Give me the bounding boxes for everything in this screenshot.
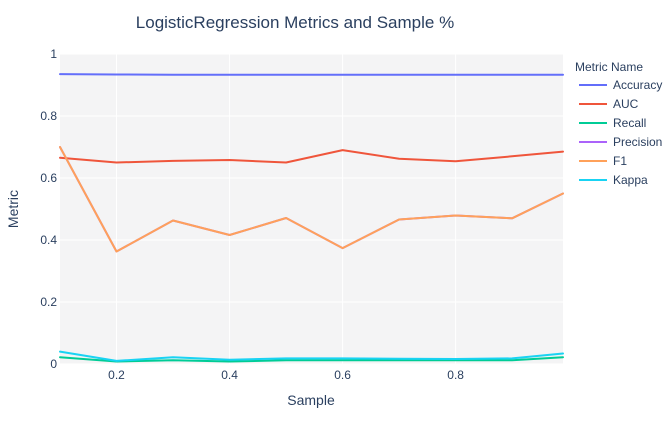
- x-tick-label: 0.8: [447, 368, 464, 382]
- legend-label: Precision: [613, 135, 662, 149]
- y-axis-ticks: 0 0.2 0.4 0.6 0.8 1: [40, 47, 57, 371]
- y-tick-label: 0: [50, 357, 57, 371]
- grid-lines: [60, 53, 563, 365]
- legend-label: Accuracy: [613, 78, 662, 92]
- legend: Metric Name Accuracy AUC Recall Precision F1…: [575, 60, 662, 187]
- legend-label: AUC: [613, 97, 639, 111]
- series-line-accuracy[interactable]: [59, 73, 564, 76]
- legend-title: Metric Name: [575, 60, 643, 74]
- x-tick-label: 0.4: [221, 368, 238, 382]
- legend-label: Recall: [613, 116, 646, 130]
- x-tick-label: 0.6: [334, 368, 351, 382]
- series-line-auc[interactable]: [59, 149, 564, 164]
- legend-item-auc[interactable]: AUC: [579, 97, 639, 111]
- series-line-kappa[interactable]: [59, 350, 564, 362]
- legend-label: Kappa: [613, 173, 648, 187]
- legend-item-precision[interactable]: Precision: [579, 135, 662, 149]
- y-tick-label: 0.2: [40, 295, 57, 309]
- legend-items: Accuracy AUC Recall Precision F1 Kappa: [579, 78, 662, 187]
- legend-item-kappa[interactable]: Kappa: [579, 173, 648, 187]
- y-axis-title: Metric: [5, 190, 21, 228]
- chart-title: LogisticRegression Metrics and Sample %: [136, 13, 454, 32]
- plot-area: [60, 54, 563, 364]
- series-line-f1[interactable]: [59, 146, 564, 253]
- x-tick-label: 0.2: [108, 368, 125, 382]
- legend-label: F1: [613, 154, 627, 168]
- y-tick-label: 0.8: [40, 109, 57, 123]
- legend-item-accuracy[interactable]: Accuracy: [579, 78, 662, 92]
- legend-item-f1[interactable]: F1: [579, 154, 627, 168]
- x-axis-title: Sample: [287, 392, 335, 408]
- y-tick-label: 1: [50, 47, 57, 61]
- series-line-recall[interactable]: [59, 356, 564, 363]
- legend-item-recall[interactable]: Recall: [579, 116, 646, 130]
- series-lines: [59, 73, 564, 363]
- y-tick-label: 0.6: [40, 171, 57, 185]
- y-tick-label: 0.4: [40, 233, 57, 247]
- x-axis-ticks: 0.2 0.4 0.6 0.8: [108, 368, 464, 382]
